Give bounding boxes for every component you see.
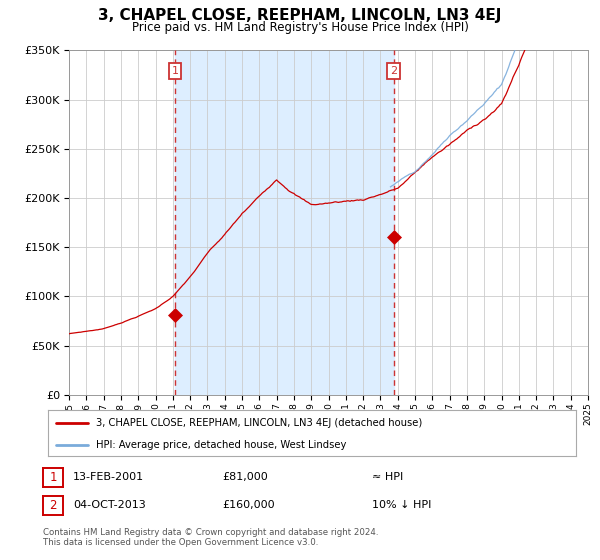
Text: 2: 2 [390,66,397,76]
Text: £160,000: £160,000 [222,500,275,510]
Text: 2: 2 [49,498,57,512]
Text: 10% ↓ HPI: 10% ↓ HPI [372,500,431,510]
Text: 3, CHAPEL CLOSE, REEPHAM, LINCOLN, LN3 4EJ: 3, CHAPEL CLOSE, REEPHAM, LINCOLN, LN3 4… [98,8,502,24]
Text: This data is licensed under the Open Government Licence v3.0.: This data is licensed under the Open Gov… [43,538,319,547]
Text: Contains HM Land Registry data © Crown copyright and database right 2024.: Contains HM Land Registry data © Crown c… [43,528,379,537]
Text: Price paid vs. HM Land Registry's House Price Index (HPI): Price paid vs. HM Land Registry's House … [131,21,469,34]
Text: HPI: Average price, detached house, West Lindsey: HPI: Average price, detached house, West… [95,440,346,450]
Text: £81,000: £81,000 [222,472,268,482]
Text: ≈ HPI: ≈ HPI [372,472,403,482]
Bar [175,50,394,395]
Text: 3, CHAPEL CLOSE, REEPHAM, LINCOLN, LN3 4EJ (detached house): 3, CHAPEL CLOSE, REEPHAM, LINCOLN, LN3 4… [95,418,422,428]
Text: 1: 1 [172,66,178,76]
Text: 13-FEB-2001: 13-FEB-2001 [73,472,145,482]
Text: 04-OCT-2013: 04-OCT-2013 [73,500,146,510]
Text: 1: 1 [49,470,57,484]
